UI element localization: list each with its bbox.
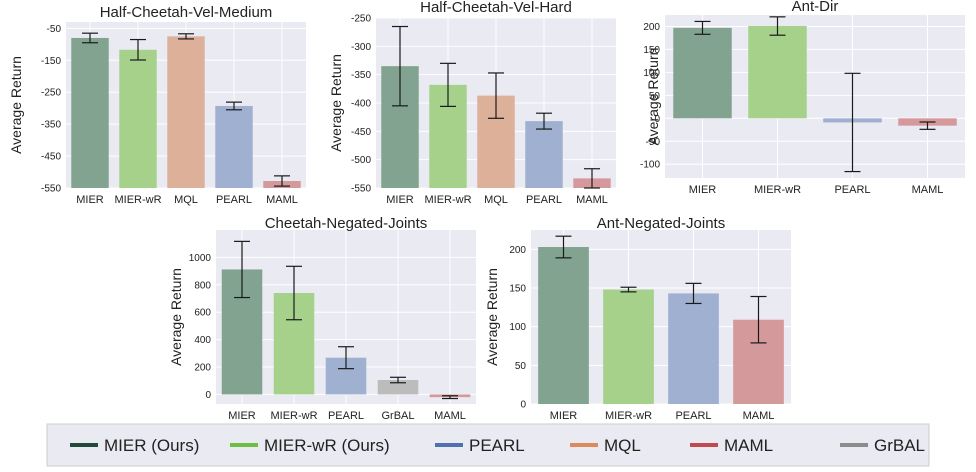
bar-pearl	[668, 293, 719, 404]
chart-title: Ant-Dir	[792, 0, 839, 15]
y-tick-label: 1000	[189, 253, 212, 264]
bar-mier	[71, 37, 109, 188]
chart-0: -50 -150 -250 -350 -450 -550 MIER MIER-wR MQL PEA…	[8, 4, 306, 206]
bar-mier-wr	[119, 49, 157, 189]
charts-group: -50 -150 -250 -350 -450 -550 MIER MIER-wR MQL PEA…	[8, 0, 965, 422]
y-tick-label: -300	[351, 42, 371, 53]
legend-frame	[46, 423, 930, 467]
y-tick-label: 0	[205, 390, 211, 401]
x-tick-label: MAML	[912, 184, 944, 196]
y-axis-label: Average Return	[484, 268, 500, 366]
x-tick-label: MIER-wR	[754, 184, 801, 196]
y-tick-label: 200	[509, 245, 526, 256]
x-tick-label: MQL	[174, 194, 198, 206]
chart-title: Half-Cheetah-Vel-Hard	[420, 0, 572, 16]
x-tick-label: MAML	[743, 410, 775, 422]
chart-1: -250 -300 -350 -400 -450 -500 -550 MIER MIER-wR M…	[328, 0, 616, 206]
y-tick-label: -50	[47, 24, 62, 35]
x-tick-label: MIER-wR	[114, 194, 161, 206]
y-tick-label: -350	[41, 120, 61, 131]
y-tick-label: 50	[515, 361, 527, 372]
y-tick-label: 200	[643, 22, 660, 33]
y-tick-label: -50	[646, 137, 661, 148]
x-tick-label: PEARL	[834, 184, 870, 196]
x-tick-label: MIER	[550, 410, 578, 422]
x-tick-label: MIER	[689, 184, 717, 196]
x-tick-label: PEARL	[526, 194, 562, 206]
x-tick-label: MQL	[484, 194, 508, 206]
x-tick-label: MIER	[386, 194, 414, 206]
y-tick-label: -350	[351, 70, 371, 81]
y-tick-label: 200	[194, 363, 211, 374]
x-tick-label: PEARL	[216, 194, 252, 206]
chart-title: Ant-Negated-Joints	[597, 215, 725, 232]
legend-label: MIER-wR (Ours)	[264, 436, 390, 455]
y-tick-label: 150	[509, 284, 526, 295]
y-tick-label: 100	[509, 322, 526, 333]
y-axis-label: Average Return	[8, 56, 24, 154]
bar-mier-wr	[748, 26, 807, 119]
legend-label: MQL	[604, 436, 641, 455]
bar-mql	[167, 36, 205, 188]
chart-title: Cheetah-Negated-Joints	[265, 215, 428, 232]
x-tick-label: MIER-wR	[424, 194, 471, 206]
chart-2: 200 150 100 50 0 -50 -100 MIER MIER-wR PEARL MAML A…	[640, 0, 965, 196]
x-tick-label: MIER-wR	[605, 410, 652, 422]
y-tick-label: -100	[640, 160, 660, 171]
bar-pearl	[215, 105, 253, 188]
x-tick-label: MIER-wR	[270, 410, 317, 422]
y-tick-label: -250	[41, 88, 61, 99]
legend-label: MAML	[724, 436, 773, 455]
y-tick-label: 150	[643, 45, 660, 56]
y-tick-label: 400	[194, 335, 211, 346]
y-tick-label: 0	[520, 400, 526, 411]
x-tick-label: MAML	[266, 194, 298, 206]
x-tick-label: GrBAL	[381, 410, 414, 422]
bar-mier	[538, 247, 589, 404]
legend: MIER (Ours) MIER-wR (Ours) PEARL MQL MAML GrB…	[46, 423, 930, 467]
x-tick-label: PEARL	[675, 410, 711, 422]
x-tick-label: PEARL	[328, 410, 364, 422]
bar-grbal	[377, 380, 419, 395]
y-axis-label: Average Return	[168, 268, 184, 366]
chart-title: Half-Cheetah-Vel-Medium	[100, 4, 273, 21]
y-tick-label: 800	[194, 280, 211, 291]
y-tick-label: -550	[41, 184, 61, 195]
chart-4: 200 150 100 50 0 MIER MIER-wR PEARL MAML Ant-Nega…	[484, 215, 791, 422]
legend-label: PEARL	[469, 436, 525, 455]
y-axis-label: Average Return	[645, 48, 661, 146]
bar-pearl	[525, 121, 563, 188]
legend-label: GrBAL	[874, 436, 925, 455]
y-tick-label: 100	[643, 68, 660, 79]
y-tick-label: 50	[649, 91, 661, 102]
y-axis-label: Average Return	[328, 54, 344, 152]
y-tick-label: -150	[41, 56, 61, 67]
y-tick-label: -450	[351, 127, 371, 138]
bar-mier-wr	[603, 289, 654, 404]
y-tick-label: -450	[41, 152, 61, 163]
x-tick-label: MIER	[76, 194, 104, 206]
y-tick-label: -250	[351, 14, 371, 25]
x-tick-label: MAML	[434, 410, 466, 422]
y-tick-label: -550	[351, 184, 371, 195]
legend-label: MIER (Ours)	[104, 436, 199, 455]
chart-3: 1000 800 600 400 200 0 MIER MIER-wR PEARL GrBAL MA…	[168, 215, 476, 422]
y-tick-label: 0	[654, 114, 660, 125]
bar-mier	[673, 27, 732, 119]
y-tick-label: -500	[351, 155, 371, 166]
y-tick-label: 600	[194, 308, 211, 319]
x-tick-label: MIER	[228, 410, 256, 422]
y-tick-label: -400	[351, 99, 371, 110]
x-tick-label: MAML	[576, 194, 608, 206]
